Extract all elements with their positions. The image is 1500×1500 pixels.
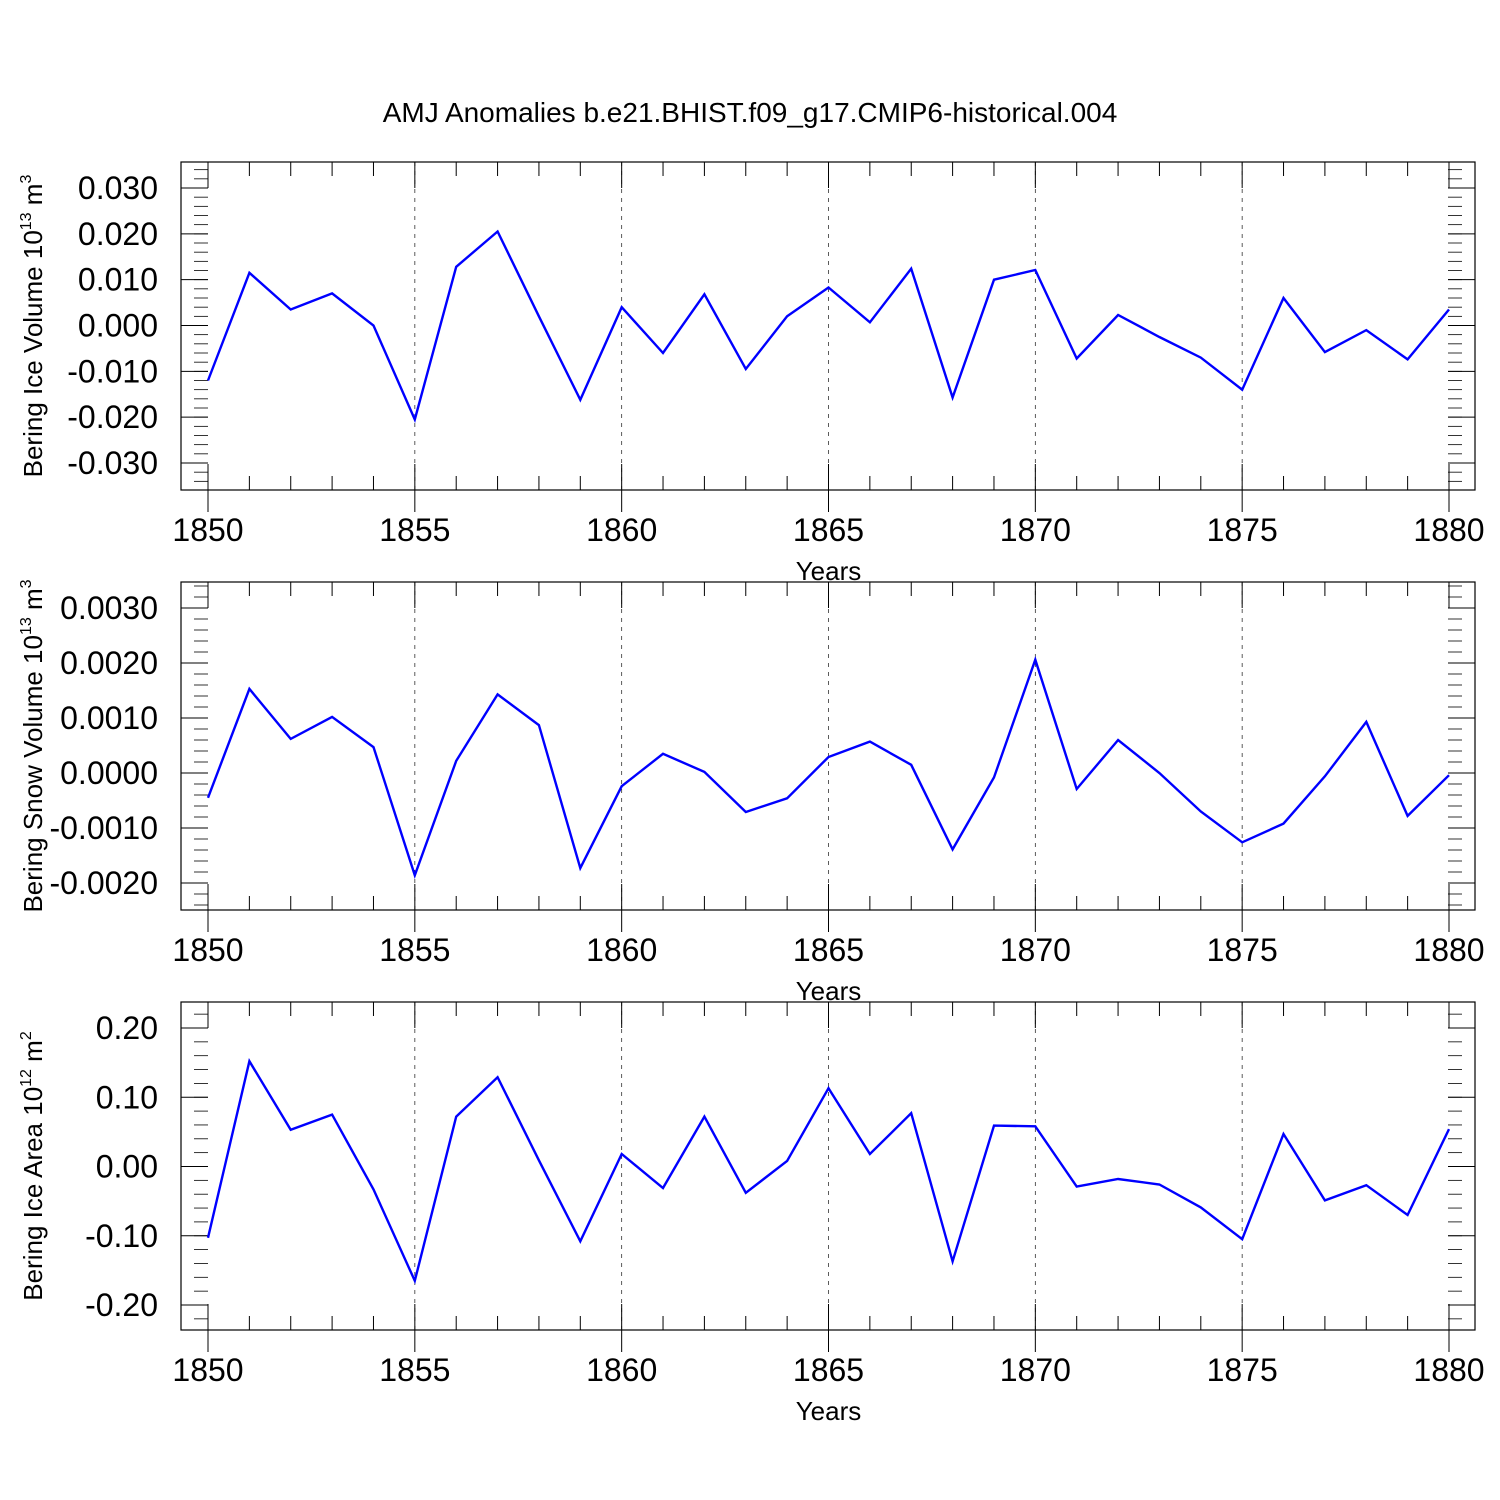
- y-axis-label: Bering Ice Volume 1013 m3: [18, 175, 48, 478]
- x-tick-label: 1875: [1207, 1352, 1278, 1388]
- x-tick-label: 1850: [172, 1352, 243, 1388]
- panel-snow-volume: 1850 1855 1860 1865 1870 1875 1880 Years 0.0030 0…: [18, 579, 1485, 1006]
- y-axis-label: Bering Ice Area 1012 m2: [18, 1031, 48, 1301]
- panel-ice-volume: 1850 1855 1860 1865 1870 1875 1880 Years 0.030 0.…: [18, 161, 1485, 586]
- y-tick-label: 0.0030: [60, 590, 158, 626]
- y-tick-label: 0.020: [78, 216, 158, 252]
- x-tick-label: 1870: [1000, 512, 1071, 548]
- x-tick-label: 1880: [1413, 932, 1484, 968]
- x-tick-label: 1870: [1000, 932, 1071, 968]
- panel-ice-area: 1850 1855 1860 1865 1870 1875 1880 Years 0.20 0.1…: [18, 1001, 1485, 1426]
- y-tick-label: -0.030: [67, 445, 158, 481]
- x-tick-label: 1855: [379, 932, 450, 968]
- x-tick-label: 1875: [1207, 932, 1278, 968]
- x-tick-label: 1880: [1413, 512, 1484, 548]
- y-tick-label: 0.000: [78, 308, 158, 344]
- series-line: [206, 1058, 1451, 1285]
- y-tick-label: -0.10: [85, 1218, 158, 1254]
- x-tick-label: 1865: [793, 932, 864, 968]
- x-tick-label: 1855: [379, 512, 450, 548]
- x-tick-label: 1865: [793, 1352, 864, 1388]
- x-axis-label: Years: [796, 556, 862, 586]
- figure-title: AMJ Anomalies b.e21.BHIST.f09_g17.CMIP6-…: [383, 97, 1118, 128]
- y-tick-label: 0.00: [96, 1149, 158, 1185]
- series-line: [206, 229, 1450, 424]
- y-tick-label: 0.10: [96, 1079, 158, 1115]
- x-axis-label: Years: [796, 1396, 862, 1426]
- x-tick-label: 1865: [793, 512, 864, 548]
- plot-frame: [180, 1001, 1476, 1331]
- y-tick-label: 0.030: [78, 170, 158, 206]
- y-tick-label: -0.010: [67, 353, 158, 389]
- x-tick-label: 1880: [1413, 1352, 1484, 1388]
- x-tick-label: 1875: [1207, 512, 1278, 548]
- y-tick-label: -0.20: [85, 1287, 158, 1323]
- x-tick-label: 1860: [586, 932, 657, 968]
- x-tick-label: 1860: [586, 1352, 657, 1388]
- x-axis-label: Years: [796, 976, 862, 1006]
- y-tick-label: 0.0020: [60, 645, 158, 681]
- y-tick-label: -0.0020: [49, 865, 158, 901]
- x-tick-label: 1850: [172, 512, 243, 548]
- y-tick-label: 0.0010: [60, 700, 158, 736]
- y-tick-label: -0.0010: [49, 810, 158, 846]
- y-tick-label: -0.020: [67, 399, 158, 435]
- x-tick-label: 1860: [586, 512, 657, 548]
- series-line: [206, 655, 1450, 880]
- y-tick-label: 0.0000: [60, 755, 158, 791]
- y-axis-label: Bering Snow Volume 1013 m3: [18, 579, 48, 912]
- plot-frame: [180, 581, 1476, 911]
- x-tick-label: 1870: [1000, 1352, 1071, 1388]
- y-tick-label: 0.010: [78, 262, 158, 298]
- plot-frame: [180, 161, 1476, 491]
- x-tick-label: 1850: [172, 932, 243, 968]
- x-tick-label: 1855: [379, 1352, 450, 1388]
- y-tick-label: 0.20: [96, 1010, 158, 1046]
